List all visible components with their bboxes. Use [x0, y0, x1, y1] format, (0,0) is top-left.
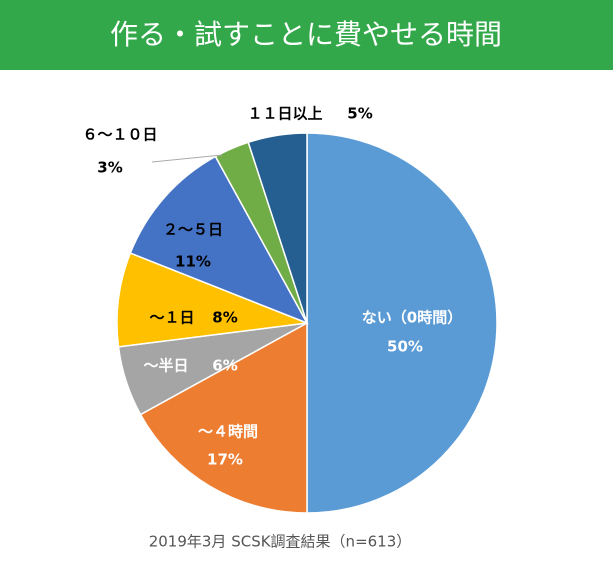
slice-label: ～１日	[149, 309, 194, 327]
slice-label: ～４時間	[198, 423, 258, 441]
pie-slice	[306, 132, 498, 514]
value-label: 3%	[97, 159, 122, 177]
value-label: 5%	[347, 105, 372, 123]
value-label: 50%	[387, 338, 423, 356]
title-banner	[0, 0, 613, 70]
pie-slice	[129, 155, 309, 325]
chart-title: 作る・試すことに費やせる時間	[110, 18, 502, 51]
slice-label: １１日以上	[247, 105, 322, 123]
value-label: 8%	[212, 309, 237, 327]
slice-label: ～半日	[143, 357, 188, 375]
leader-line	[151, 154, 223, 163]
pie-slice	[139, 321, 308, 514]
slice-label: ６～１０日	[82, 126, 157, 144]
value-label: 11%	[175, 253, 211, 271]
pie-slice	[116, 252, 308, 348]
slice-label: ２～５日	[163, 221, 223, 239]
value-label: 17%	[207, 451, 243, 469]
source-note: 2019年3月 SCSK調査結果（n=613）	[149, 533, 412, 551]
slice-label: ない（0時間）	[362, 309, 462, 327]
pie-slice	[247, 132, 308, 324]
value-label: 6%	[212, 357, 237, 375]
